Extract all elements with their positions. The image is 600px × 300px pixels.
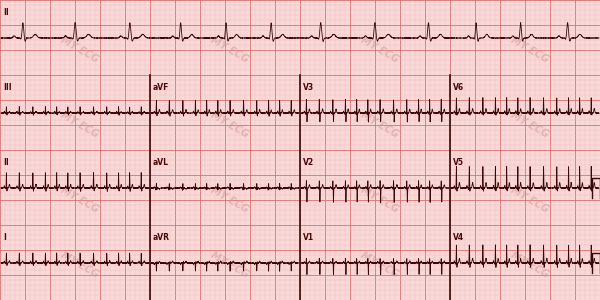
Text: V6: V6 xyxy=(453,83,464,92)
Text: aVF: aVF xyxy=(153,83,169,92)
Text: MY ECG: MY ECG xyxy=(359,110,401,140)
Text: MY ECG: MY ECG xyxy=(59,35,101,65)
Text: MY ECG: MY ECG xyxy=(509,110,551,140)
Text: MY ECG: MY ECG xyxy=(59,110,101,140)
Text: MY ECG: MY ECG xyxy=(209,185,251,215)
Text: II: II xyxy=(3,158,9,167)
Text: MY ECG: MY ECG xyxy=(59,185,101,215)
Text: MY ECG: MY ECG xyxy=(359,35,401,65)
Text: MY ECG: MY ECG xyxy=(509,35,551,65)
Text: MY ECG: MY ECG xyxy=(209,250,251,280)
Text: MY ECG: MY ECG xyxy=(59,250,101,280)
Text: V4: V4 xyxy=(453,233,464,242)
Text: aVL: aVL xyxy=(153,158,169,167)
Text: MY ECG: MY ECG xyxy=(209,35,251,65)
Text: MY ECG: MY ECG xyxy=(509,185,551,215)
Text: MY ECG: MY ECG xyxy=(209,110,251,140)
Text: I: I xyxy=(3,233,6,242)
Text: V3: V3 xyxy=(303,83,314,92)
Text: III: III xyxy=(3,83,11,92)
Text: II: II xyxy=(3,8,9,17)
Text: aVR: aVR xyxy=(153,233,170,242)
Text: MY ECG: MY ECG xyxy=(509,250,551,280)
Text: MY ECG: MY ECG xyxy=(359,250,401,280)
Text: MY ECG: MY ECG xyxy=(359,185,401,215)
Text: V1: V1 xyxy=(303,233,314,242)
Text: V2: V2 xyxy=(303,158,314,167)
Text: V5: V5 xyxy=(453,158,464,167)
